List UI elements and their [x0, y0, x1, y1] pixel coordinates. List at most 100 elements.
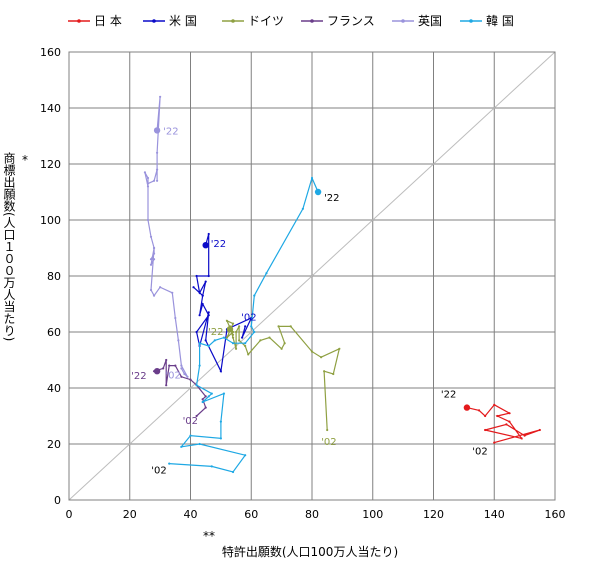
data-point	[177, 339, 180, 342]
data-point	[143, 171, 147, 174]
x-axis-ticks: 0 20 40 60 80 100 120 140 160	[66, 508, 566, 521]
data-point	[265, 272, 268, 275]
data-point	[238, 339, 241, 342]
data-point	[231, 336, 235, 339]
y-tick-label: 120	[40, 158, 61, 171]
data-point	[207, 274, 210, 278]
x-tick-label: 60	[244, 508, 258, 521]
x-tick-label: 20	[123, 508, 137, 521]
series-start-label: '02	[151, 466, 166, 477]
data-point	[244, 454, 247, 457]
x-tick-label: 140	[484, 508, 505, 521]
data-point	[219, 420, 222, 423]
data-point	[174, 364, 177, 367]
data-point	[159, 286, 162, 289]
data-point	[155, 168, 159, 171]
data-point	[146, 218, 150, 222]
data-point	[207, 344, 210, 348]
legend-marker	[231, 19, 235, 23]
series-end-label: '22	[211, 239, 226, 250]
data-point	[244, 342, 247, 345]
series-end-label: '22	[131, 371, 146, 382]
data-point	[207, 311, 210, 314]
data-point	[168, 364, 171, 367]
series-end-point	[202, 242, 209, 249]
data-point	[168, 462, 171, 465]
data-point	[277, 325, 280, 328]
data-point	[280, 347, 283, 350]
data-point	[198, 342, 201, 345]
data-point	[152, 179, 156, 182]
data-point	[207, 232, 210, 236]
data-point	[219, 437, 222, 440]
series-start-label: '02	[165, 370, 180, 381]
legend-label: 日 本	[94, 14, 122, 28]
data-point	[310, 176, 314, 180]
data-point	[520, 437, 523, 440]
legend-label: 韓 国	[486, 14, 514, 28]
data-point	[207, 395, 210, 398]
data-point	[253, 330, 256, 334]
data-point	[250, 325, 253, 328]
data-point	[253, 294, 256, 297]
data-point	[146, 185, 150, 188]
legend-marker	[469, 19, 473, 23]
data-point	[225, 319, 229, 322]
data-point	[146, 176, 150, 180]
data-point	[231, 470, 235, 474]
series-line	[193, 233, 253, 374]
data-point	[523, 434, 526, 437]
series-5	[168, 176, 322, 474]
data-point	[195, 330, 198, 334]
x-tick-label: 100	[362, 508, 383, 521]
series-1	[192, 232, 253, 374]
legend-marker	[310, 19, 314, 23]
data-point	[484, 414, 487, 418]
data-point	[195, 384, 198, 387]
data-point	[198, 291, 201, 294]
data-point	[149, 258, 153, 261]
legend-item: フランス	[301, 14, 375, 28]
series-end-label: '22	[163, 126, 178, 137]
legend-item: ドイツ	[222, 14, 284, 28]
data-point	[189, 378, 192, 381]
data-point	[219, 370, 222, 373]
data-point	[159, 95, 162, 98]
data-point	[222, 392, 226, 395]
data-point	[183, 372, 186, 376]
data-point	[508, 420, 511, 423]
data-point	[326, 428, 329, 432]
series-end-point	[153, 368, 161, 375]
data-point	[180, 364, 183, 367]
x-axis-label: 特許出願数(人口100万人当たり)	[222, 544, 398, 559]
data-point	[210, 392, 213, 395]
data-point	[201, 302, 204, 306]
series-3	[152, 358, 207, 418]
data-point	[231, 322, 235, 325]
data-point	[238, 325, 241, 328]
data-point	[477, 409, 481, 412]
y-tick-label: 20	[47, 438, 61, 451]
y-tick-label: 140	[40, 102, 61, 115]
series-start-label: '02	[241, 312, 256, 323]
data-point	[231, 333, 235, 336]
data-point	[204, 339, 207, 342]
legend-item: 日 本	[68, 14, 122, 28]
data-point	[198, 442, 201, 446]
data-point	[198, 314, 201, 317]
annotations: '02 '22 '02 '22 '02 '22 '02 '22 '02 '22 '02 '22	[131, 126, 488, 476]
series-end-label: '22	[208, 327, 223, 338]
diagonal-reference-line	[68, 51, 556, 501]
data-point	[195, 414, 198, 418]
data-point	[201, 294, 204, 297]
data-point	[192, 286, 195, 289]
y-tick-label: 0	[54, 494, 61, 507]
legend-label: 米 国	[169, 14, 197, 28]
series-line	[466, 404, 541, 444]
data-point	[201, 400, 204, 404]
data-point	[149, 235, 153, 238]
x-tick-label: 120	[423, 508, 444, 521]
data-point	[332, 372, 335, 376]
y-tick-label: 100	[40, 214, 61, 227]
series-end-label: '22	[441, 390, 456, 401]
